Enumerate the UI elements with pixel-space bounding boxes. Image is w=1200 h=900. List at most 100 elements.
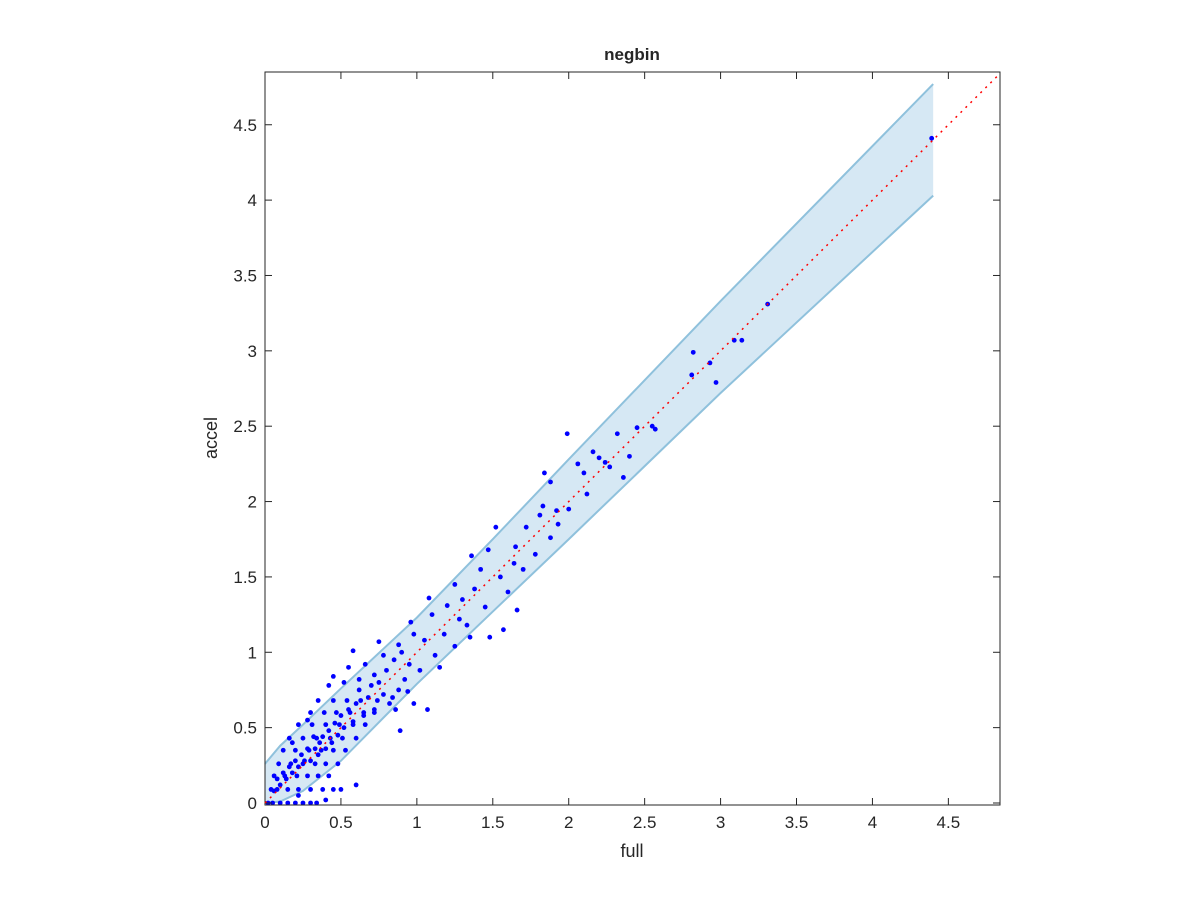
- data-point: [408, 619, 414, 625]
- data-point: [566, 506, 572, 512]
- y-tick: 0.5: [233, 719, 1000, 738]
- data-point: [314, 800, 320, 806]
- data-point: [381, 652, 386, 658]
- data-point: [478, 566, 484, 572]
- data-point: [437, 664, 443, 670]
- data-point: [340, 735, 345, 741]
- data-point: [425, 707, 430, 712]
- confidence-band: [264, 83, 934, 804]
- data-point: [292, 800, 298, 806]
- data-point: [326, 773, 332, 779]
- y-tick-label: 2.5: [233, 417, 257, 436]
- data-point: [296, 793, 301, 798]
- data-point: [320, 734, 326, 740]
- y-tick-label: 4.5: [233, 116, 257, 135]
- data-point: [505, 589, 511, 595]
- y-tick: 3: [248, 342, 1000, 361]
- x-tick-label: 0.5: [329, 813, 353, 832]
- chart-title: negbin: [604, 45, 660, 64]
- data-point: [452, 582, 458, 587]
- data-point: [323, 722, 329, 728]
- data-point: [338, 787, 344, 792]
- data-point: [296, 722, 301, 728]
- data-point: [542, 470, 547, 476]
- data-point: [333, 710, 339, 715]
- data-point: [472, 586, 477, 592]
- y-tick: 0: [248, 794, 1000, 813]
- data-point: [326, 683, 332, 688]
- data-point: [353, 701, 359, 706]
- data-point: [634, 425, 640, 431]
- data-point: [286, 735, 292, 741]
- data-point: [326, 728, 332, 734]
- data-point: [607, 464, 613, 470]
- data-point: [330, 747, 336, 753]
- data-point: [501, 627, 506, 633]
- data-point: [323, 761, 329, 767]
- x-tick: 3.5: [785, 72, 808, 832]
- data-point: [452, 643, 458, 649]
- data-point: [292, 758, 298, 764]
- data-point: [305, 773, 310, 779]
- data-point: [707, 360, 713, 366]
- data-point: [564, 431, 570, 437]
- data-point: [584, 491, 590, 497]
- y-tick-label: 1.5: [233, 568, 257, 587]
- data-point: [614, 431, 620, 437]
- data-point: [532, 551, 538, 557]
- data-point: [713, 380, 719, 385]
- data-point: [596, 455, 602, 461]
- data-point: [371, 672, 377, 678]
- data-point: [493, 524, 499, 530]
- data-point: [513, 544, 518, 550]
- data-point: [374, 698, 380, 703]
- data-point: [555, 521, 561, 527]
- data-point: [315, 773, 321, 779]
- data-point: [350, 722, 356, 728]
- data-point: [485, 547, 491, 553]
- data-point: [341, 680, 347, 685]
- band-upper-edge: [264, 83, 934, 765]
- data-point: [270, 800, 275, 806]
- data-point: [353, 735, 359, 741]
- data-point: [356, 677, 362, 682]
- data-point: [690, 349, 696, 355]
- data-point: [330, 787, 336, 792]
- data-point: [338, 713, 344, 718]
- data-point: [330, 673, 336, 679]
- x-tick: 2.5: [633, 72, 656, 832]
- data-point: [627, 453, 632, 459]
- x-tick: 4: [868, 72, 877, 832]
- data-point: [306, 747, 312, 753]
- data-point: [469, 553, 474, 559]
- data-point: [309, 722, 315, 728]
- data-point: [315, 698, 321, 703]
- data-point: [575, 461, 581, 467]
- data-point: [689, 372, 695, 378]
- y-axis-label: accel: [201, 417, 221, 459]
- data-point: [308, 710, 313, 715]
- data-point: [467, 634, 473, 640]
- data-point: [384, 667, 389, 673]
- y-axis-ticks: 0 0.5 1 1.5 2 2.5 3 3.5 4 4.5: [233, 116, 1000, 813]
- data-point: [305, 717, 310, 723]
- reference-line: [264, 72, 1001, 804]
- data-point: [411, 701, 417, 706]
- data-point: [620, 475, 626, 480]
- data-point: [314, 735, 320, 741]
- data-point: [285, 787, 291, 792]
- data-point: [422, 637, 427, 643]
- y-tick: 1: [248, 643, 1000, 662]
- data-point: [368, 683, 374, 688]
- y-tick: 2: [248, 493, 1000, 512]
- data-point: [487, 634, 493, 640]
- data-point: [317, 740, 323, 746]
- y-tick-label: 0: [248, 794, 257, 813]
- data-point: [548, 479, 553, 485]
- data-point: [432, 652, 438, 658]
- data-point: [289, 770, 295, 776]
- x-tick: 2: [564, 72, 573, 832]
- data-point: [456, 616, 462, 622]
- data-point: [280, 747, 286, 753]
- x-tick-label: 2: [564, 813, 573, 832]
